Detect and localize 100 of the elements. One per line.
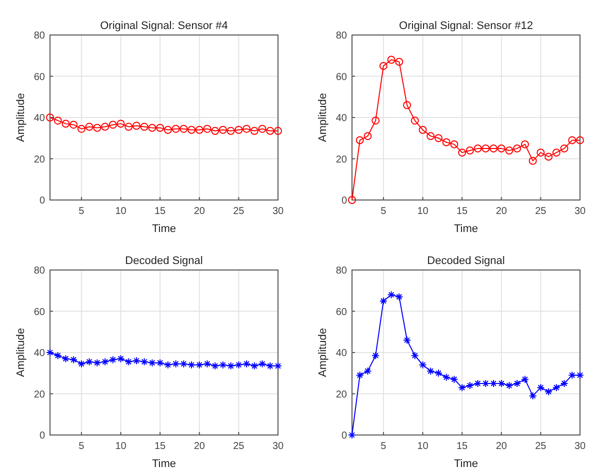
point (54, 116, 62, 125)
x-tick-label: 30 (574, 441, 586, 452)
point (348, 196, 356, 204)
x-tick-label: 25 (233, 441, 245, 452)
point (70, 356, 78, 364)
point (372, 352, 380, 360)
point (576, 136, 584, 144)
point (410, 352, 419, 360)
point (395, 58, 404, 66)
y-tick-label: 40 (336, 348, 348, 359)
y-tick-label: 80 (34, 266, 46, 276)
point (568, 371, 576, 380)
point (418, 126, 427, 134)
point (387, 290, 396, 299)
x-tick-label: 30 (574, 206, 586, 217)
point (536, 148, 545, 157)
y-tick-label: 40 (336, 113, 348, 124)
point (520, 140, 529, 148)
point (234, 126, 243, 134)
x-tick-label: 20 (496, 441, 508, 452)
y-tick-label: 20 (336, 154, 348, 166)
y-tick-label: 80 (336, 30, 348, 42)
point (434, 369, 442, 378)
point (442, 373, 450, 382)
point (552, 148, 560, 157)
point (450, 140, 458, 148)
x-tick-label: 15 (154, 441, 166, 452)
y-tick-label: 60 (34, 72, 46, 83)
point (188, 360, 196, 369)
y-tick-label: 80 (34, 30, 46, 42)
point (124, 122, 133, 131)
point (274, 126, 282, 135)
point (258, 124, 266, 133)
point (211, 126, 220, 135)
y-tick-label: 60 (336, 72, 348, 83)
x-tick-label: 20 (194, 206, 206, 217)
point (46, 348, 54, 356)
point (77, 124, 86, 133)
point (568, 136, 576, 144)
point (140, 358, 148, 366)
point (364, 132, 372, 140)
point (387, 56, 396, 64)
point (274, 362, 282, 370)
x-tick-label: 5 (78, 441, 85, 452)
x-axis-title: Time (454, 223, 478, 235)
x-tick-label: 5 (380, 206, 387, 217)
point (403, 336, 412, 344)
x-axis-title: Time (152, 223, 176, 235)
point (403, 101, 412, 110)
x-tick-label: 25 (233, 206, 245, 217)
chart-title: Decoded Signal (125, 255, 203, 267)
point (101, 122, 110, 131)
point (379, 296, 388, 305)
point (560, 144, 568, 152)
point (410, 116, 419, 125)
y-tick-label: 0 (39, 430, 46, 442)
y-tick-label: 60 (336, 306, 348, 318)
chart-title: Original Signal: Sensor #12 (399, 20, 533, 32)
point (108, 120, 117, 129)
chart-title: Decoded Signal (427, 255, 505, 267)
point (418, 360, 427, 369)
point (426, 132, 435, 140)
x-tick-label: 10 (417, 441, 429, 452)
point (434, 134, 442, 142)
point (188, 126, 196, 134)
point (195, 126, 204, 134)
point (85, 122, 94, 131)
x-tick-label: 25 (535, 206, 547, 217)
point (458, 148, 466, 157)
x-tick-label: 30 (272, 206, 284, 217)
point (426, 367, 435, 376)
y-tick-label: 0 (39, 196, 46, 206)
x-tick-label: 15 (456, 441, 468, 452)
point (62, 120, 70, 128)
point (156, 124, 164, 132)
point (505, 146, 514, 154)
point (442, 138, 450, 146)
x-tick-label: 15 (456, 206, 468, 217)
y-tick-label: 20 (34, 389, 46, 400)
y-axis-title: Amplitude (317, 328, 329, 377)
point (379, 62, 388, 70)
point (490, 144, 498, 152)
x-tick-label: 20 (194, 441, 206, 452)
y-tick-label: 20 (336, 389, 348, 400)
point (218, 126, 227, 134)
x-axis-title: Time (454, 458, 478, 470)
point (528, 392, 537, 400)
point (54, 352, 62, 360)
x-axis-title: Time (152, 458, 176, 470)
y-tick-label: 20 (34, 154, 46, 166)
point (156, 358, 164, 367)
point (172, 124, 180, 133)
y-tick-label: 40 (34, 113, 46, 124)
y-axis-title: Amplitude (317, 93, 329, 142)
point (180, 360, 188, 368)
point (536, 384, 545, 392)
y-tick-label: 40 (34, 348, 46, 359)
point (474, 144, 482, 152)
x-tick-label: 25 (535, 441, 547, 452)
point (544, 152, 553, 161)
